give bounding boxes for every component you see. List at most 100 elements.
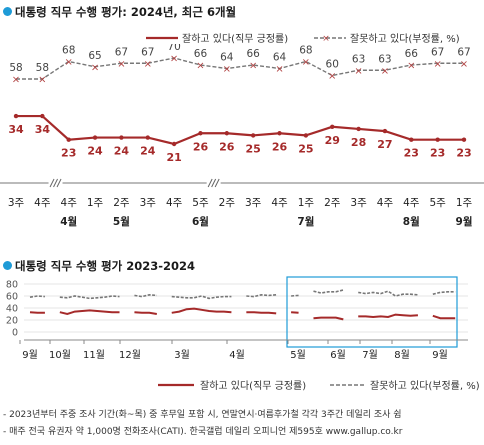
disapprove-point: × <box>433 59 441 70</box>
highlight-box <box>286 276 458 348</box>
approve-point <box>171 141 177 147</box>
x-month-label: 9월 <box>456 215 473 228</box>
approve-point <box>66 137 71 142</box>
approve-point <box>119 135 124 140</box>
disapprove-point: × <box>38 75 46 86</box>
axis-break-mark <box>211 178 217 188</box>
disapprove-data-label: 63 <box>352 53 365 65</box>
x-tick-label: 9월 <box>432 349 448 361</box>
chart2-title: 대통령 직무 수행 평가 2023-2024 <box>3 258 195 274</box>
approve-point <box>277 131 282 136</box>
x-tick-label: 2주 <box>113 197 130 209</box>
x-tick-label: 3주 <box>8 197 25 209</box>
series-approve-segment <box>171 307 232 314</box>
x-tick-label: 8월 <box>394 349 410 361</box>
y-tick-label: 60 <box>6 292 18 303</box>
chart2-legend: 잘하고 있다(직무 긍정률) 잘못하고 있다(부정률, %) <box>158 377 484 392</box>
approve-data-label: 24 <box>140 145 156 158</box>
disapprove-data-label: 64 <box>273 52 287 64</box>
disapprove-point: × <box>354 66 362 77</box>
x-tick-label: 4주 <box>403 197 420 209</box>
disapprove-data-label: 66 <box>405 48 419 60</box>
disapprove-point: × <box>249 61 257 72</box>
approve-data-label: 24 <box>87 145 103 158</box>
x-month-label: 8월 <box>403 215 420 228</box>
bullet-icon <box>3 7 12 16</box>
x-tick-label: 3주 <box>350 197 367 209</box>
series-disapprove-segment <box>313 289 344 294</box>
x-tick-label: 11월 <box>83 349 105 361</box>
series-approve-segment <box>134 311 157 315</box>
x-month-label: 4월 <box>60 215 77 228</box>
legend2-approve-label: 잘하고 있다(직무 긍정률) <box>200 379 306 392</box>
series-approve-segment <box>59 309 120 316</box>
disapprove-data-label: 60 <box>326 59 339 71</box>
series-disapprove-segment <box>29 295 45 298</box>
disapprove-point: × <box>170 54 178 65</box>
footnote-1: - 2023년부터 주중 조사 기간(화~목) 중 후무일 포함 시, 연말연시… <box>3 410 402 420</box>
legend-disapprove-marker: × <box>322 34 330 44</box>
disapprove-data-label: 66 <box>246 48 260 60</box>
x-tick-label: 10월 <box>49 349 71 361</box>
footnote-2: - 매주 전국 유권자 약 1,000명 전화조사(CATI). 한국갤럽 데일… <box>3 427 403 437</box>
axis-break-mark <box>214 178 220 188</box>
x-tick-label: 3월 <box>174 349 190 361</box>
approve-point <box>382 128 388 134</box>
x-month-label: 6월 <box>192 215 209 228</box>
approve-data-label: 21 <box>166 151 181 164</box>
disapprove-point: × <box>275 64 283 75</box>
chart1-legend-svg: 잘하고 있다(직무 긍정률) × 잘못하고 있다(부정률, %) <box>146 32 460 45</box>
x-tick-label: 7월 <box>362 349 378 361</box>
series-approve-segment <box>291 311 299 314</box>
approve-point <box>145 135 150 140</box>
approve-data-label: 34 <box>8 123 24 136</box>
axis-break-mark <box>53 178 58 188</box>
x-tick-label: 5주 <box>192 197 209 209</box>
series-disapprove-line <box>16 57 464 80</box>
y-tick-label: 40 <box>6 304 18 315</box>
legend-approve-label: 잘하고 있다(직무 긍정률) <box>182 32 288 45</box>
approve-data-label: 23 <box>61 147 76 160</box>
approve-data-label: 24 <box>114 145 130 158</box>
approve-point <box>303 133 309 138</box>
approve-point <box>461 137 467 142</box>
legend-disapprove-label: 잘못하고 있다(부정률, %) <box>350 32 460 45</box>
disapprove-point: × <box>91 62 99 73</box>
disapprove-data-label: 67 <box>457 46 470 58</box>
chart1-plot: ×58×58 ×68×65×67×67×70×66×64×66×64 ×68×60×… <box>0 44 484 228</box>
disapprove-data-label: 68 <box>299 45 312 57</box>
series-approve-segment <box>432 314 456 320</box>
chart2-legend-svg: 잘하고 있다(직무 긍정률) 잘못하고 있다(부정률, %) <box>158 379 480 392</box>
x-tick-label: 6월 <box>330 349 346 361</box>
series-disapprove-segment <box>59 295 120 300</box>
approve-data-label: 26 <box>272 140 288 153</box>
legend2-disapprove-label: 잘못하고 있다(부정률, %) <box>370 379 480 392</box>
disapprove-point: × <box>381 66 389 77</box>
y-tick-label: 80 <box>6 280 18 291</box>
approve-data-label: 26 <box>193 140 209 153</box>
disapprove-data-label: 67 <box>115 46 128 58</box>
bullet-icon <box>3 261 12 270</box>
approve-data-label: 34 <box>35 123 51 136</box>
x-tick-label: 2주 <box>219 197 236 209</box>
disapprove-point: × <box>302 57 310 68</box>
chart1-title-text: 대통령 직무 수행 평가: 2024년, 최근 6개월 <box>15 5 237 19</box>
series-disapprove-segment <box>134 293 157 298</box>
x-tick-label: 1주 <box>298 197 315 209</box>
series-disapprove-segment <box>171 295 232 300</box>
x-tick-label: 9월 <box>22 349 38 361</box>
chart2-title-text: 대통령 직무 수행 평가 2023-2024 <box>15 259 196 273</box>
axis-break-mark <box>56 178 62 188</box>
series-disapprove-segment <box>432 291 456 295</box>
disapprove-data-label: 65 <box>88 50 101 62</box>
approve-data-label: 23 <box>456 147 471 160</box>
disapprove-data-label: 67 <box>141 46 154 58</box>
disapprove-point: × <box>65 57 73 68</box>
disapprove-point: × <box>460 59 468 70</box>
series-approve-line <box>16 114 464 146</box>
disapprove-data-label: 58 <box>9 62 22 74</box>
approve-data-label: 28 <box>351 136 366 149</box>
y-tick-label: 20 <box>6 316 18 327</box>
disapprove-point: × <box>117 59 125 70</box>
